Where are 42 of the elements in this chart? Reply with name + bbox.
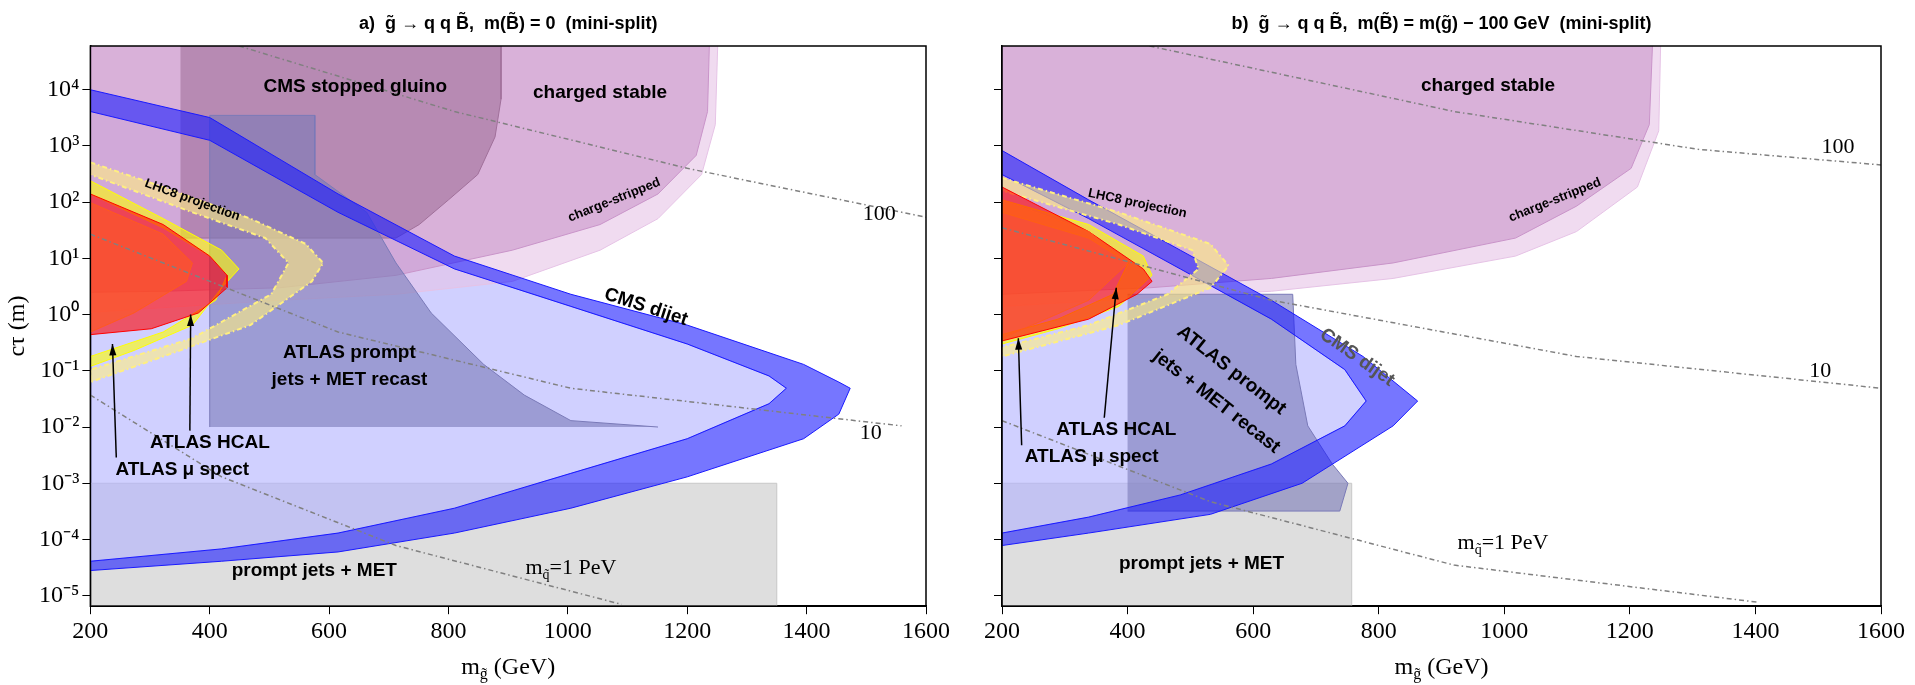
x-tick-label: 1000 [1480,616,1529,643]
x-tick-label: 400 [191,616,228,643]
annotation: charged stable [1421,74,1556,96]
x-tick-label: 1600 [902,616,950,643]
y-tick-label: 10⁰ [47,299,80,326]
y-tick-label: 10² [48,187,80,214]
annotation: CMS dijet [1316,323,1400,391]
annotation: prompt jets + MET [1118,552,1285,574]
chart-title: a) g̃ → q q B̃, m(B̃) = 0 (mini-split) [358,11,658,33]
y-tick-label: 10⁻⁵ [38,580,80,607]
x-tick-label: 200 [72,616,109,643]
x-tick-label: 1200 [1605,616,1654,643]
annotation: 100 [1821,132,1855,158]
y-tick-label: 10³ [48,131,80,158]
annotation: LHC8 projection [1086,184,1189,221]
annotation: CMS stopped gluino [263,75,448,97]
y-axis-title: cτ (m) [3,295,30,357]
x-tick-label: 1400 [1731,616,1780,643]
y-tick-label: 10⁻¹ [40,356,80,383]
annotation: ATLAS μ spect [1024,445,1160,467]
y-tick-label: 10⁻⁴ [38,524,80,551]
annotation: ATLAS HCAL [1056,417,1177,439]
x-tick-label: 800 [430,616,467,643]
x-tick-label: 1200 [663,616,712,643]
annotation: 10 [1809,357,1832,383]
annotation: prompt jets + MET [231,558,398,580]
x-tick-label: 1600 [1857,616,1905,643]
x-tick-label: 600 [311,616,348,643]
y-tick-label: 10⁴ [46,75,80,102]
annotation: 100 [862,199,896,225]
y-tick-label: 10⁻³ [40,468,80,495]
x-tick-label: 1000 [543,616,592,643]
x-tick-label: 800 [1360,616,1397,643]
x-tick-label: 600 [1235,616,1272,643]
x-tick-label: 400 [1109,616,1146,643]
chart-title: b) g̃ → q q B̃, m(B̃) = m(g̃) − 100 GeV (mini-split) [1231,11,1652,33]
annotation: 10 [859,418,882,444]
y-tick-label: 10⁻² [40,412,80,439]
x-tick-label: 1400 [782,616,831,643]
annotation: charged stable [533,81,668,103]
x-tick-label: 200 [984,616,1020,643]
y-tick-label: 10¹ [48,243,80,270]
